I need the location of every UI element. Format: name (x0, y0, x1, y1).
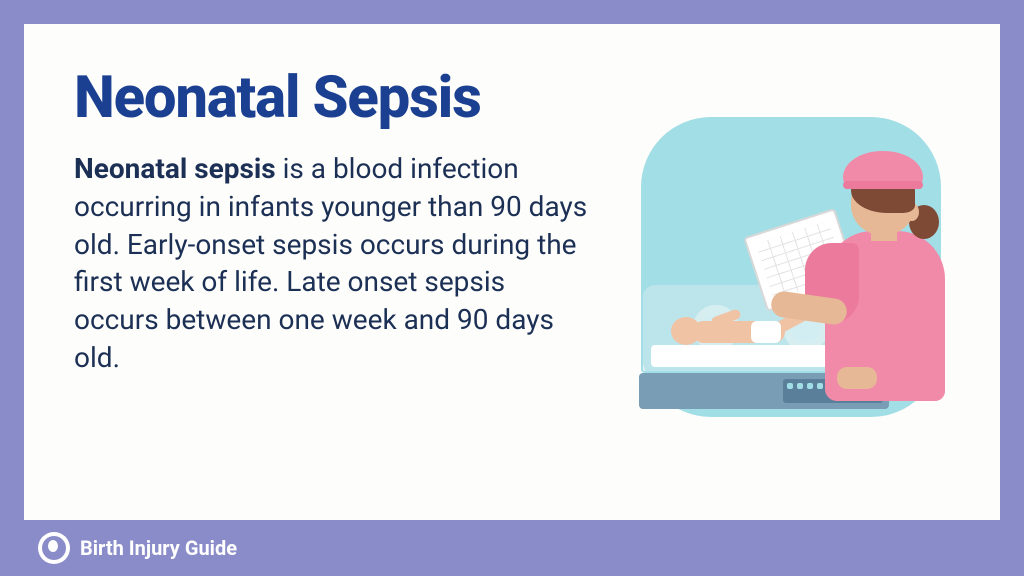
footer: Birth Injury Guide (24, 520, 1000, 576)
body-rest: is a blood infection occurring in infant… (74, 152, 587, 374)
body-lead: Neonatal sepsis (74, 152, 276, 185)
page-title: Neonatal Sepsis (74, 64, 592, 132)
nurse-incubator-illustration (631, 107, 951, 447)
nurse-figure (797, 143, 957, 423)
content-card: Neonatal Sepsis Neonatal sepsis is a blo… (24, 24, 1000, 520)
illustration-column (612, 64, 970, 490)
brand-logo-icon (38, 532, 70, 564)
brand-name: Birth Injury Guide (80, 536, 237, 560)
outer-frame: Neonatal Sepsis Neonatal sepsis is a blo… (0, 0, 1024, 576)
text-column: Neonatal Sepsis Neonatal sepsis is a blo… (74, 64, 592, 490)
body-text: Neonatal sepsis is a blood infection occ… (74, 150, 592, 377)
